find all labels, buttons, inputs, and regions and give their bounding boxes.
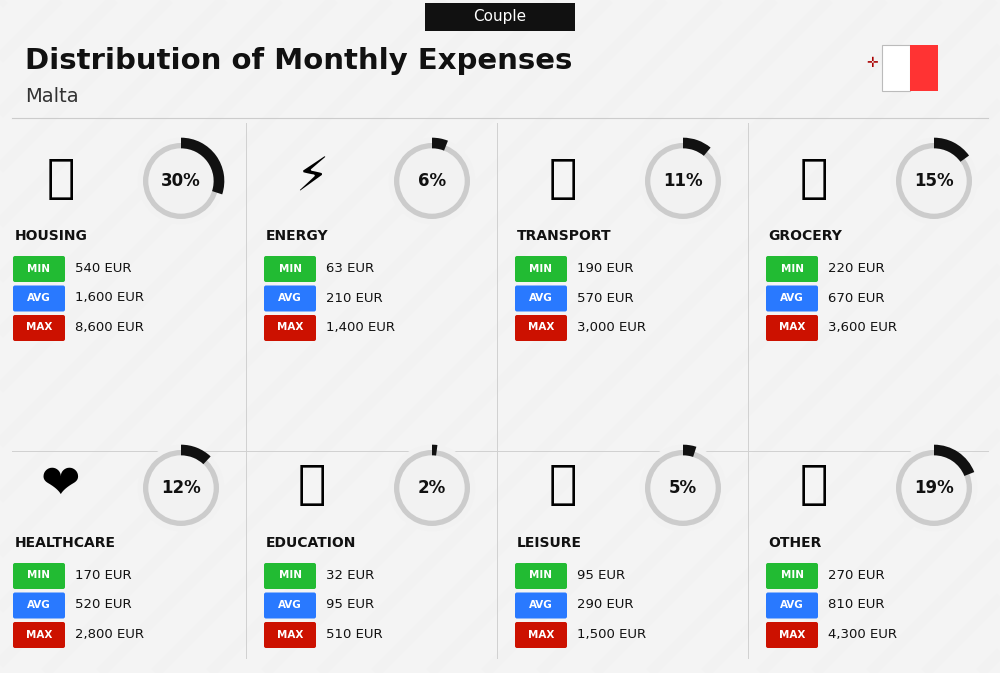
Text: HOUSING: HOUSING [15, 229, 88, 243]
Text: 👜: 👜 [800, 464, 828, 509]
Text: 5%: 5% [669, 479, 697, 497]
FancyBboxPatch shape [515, 315, 567, 341]
Wedge shape [432, 445, 437, 456]
Text: MAX: MAX [528, 629, 554, 639]
Text: GROCERY: GROCERY [768, 229, 842, 243]
FancyBboxPatch shape [264, 315, 316, 341]
Wedge shape [181, 445, 211, 464]
Text: 2%: 2% [418, 479, 446, 497]
Text: MAX: MAX [779, 322, 805, 332]
Text: 🎓: 🎓 [298, 464, 326, 509]
FancyBboxPatch shape [264, 256, 316, 282]
Text: LEISURE: LEISURE [517, 536, 582, 550]
Text: 19%: 19% [914, 479, 954, 497]
Circle shape [138, 138, 224, 224]
FancyBboxPatch shape [264, 622, 316, 648]
Text: 15%: 15% [914, 172, 954, 190]
FancyBboxPatch shape [766, 622, 818, 648]
Text: OTHER: OTHER [768, 536, 821, 550]
Wedge shape [432, 138, 448, 151]
Wedge shape [934, 138, 969, 162]
Text: AVG: AVG [278, 293, 302, 303]
Circle shape [901, 148, 967, 214]
Text: 810 EUR: 810 EUR [828, 598, 884, 612]
Text: 95 EUR: 95 EUR [326, 598, 374, 612]
Wedge shape [683, 138, 711, 156]
Text: 290 EUR: 290 EUR [577, 598, 634, 612]
Text: 190 EUR: 190 EUR [577, 262, 634, 275]
Text: 11%: 11% [663, 172, 703, 190]
Circle shape [640, 445, 726, 531]
Text: 8,600 EUR: 8,600 EUR [75, 321, 144, 334]
Text: AVG: AVG [27, 293, 51, 303]
FancyBboxPatch shape [264, 285, 316, 312]
Text: 63 EUR: 63 EUR [326, 262, 374, 275]
Text: MIN: MIN [279, 571, 302, 581]
Text: HEALTHCARE: HEALTHCARE [15, 536, 116, 550]
Text: 570 EUR: 570 EUR [577, 291, 634, 304]
Text: MIN: MIN [530, 571, 552, 581]
Text: 🚌: 🚌 [549, 157, 577, 201]
Text: 1,500 EUR: 1,500 EUR [577, 628, 646, 641]
Circle shape [901, 456, 967, 521]
Text: 540 EUR: 540 EUR [75, 262, 132, 275]
Text: TRANSPORT: TRANSPORT [517, 229, 612, 243]
Text: 🏗️: 🏗️ [47, 157, 75, 201]
Text: Malta: Malta [25, 87, 79, 106]
FancyBboxPatch shape [13, 285, 65, 312]
Text: MAX: MAX [277, 629, 303, 639]
Circle shape [399, 148, 465, 214]
Text: MAX: MAX [277, 322, 303, 332]
Text: 210 EUR: 210 EUR [326, 291, 383, 304]
FancyBboxPatch shape [13, 622, 65, 648]
Text: 30%: 30% [161, 172, 201, 190]
Text: 32 EUR: 32 EUR [326, 569, 374, 582]
FancyBboxPatch shape [515, 563, 567, 589]
Text: Couple: Couple [473, 9, 527, 24]
Text: 170 EUR: 170 EUR [75, 569, 132, 582]
Text: MIN: MIN [28, 571, 50, 581]
FancyBboxPatch shape [13, 315, 65, 341]
FancyBboxPatch shape [766, 285, 818, 312]
Text: MAX: MAX [528, 322, 554, 332]
Text: 270 EUR: 270 EUR [828, 569, 885, 582]
Text: 6%: 6% [418, 172, 446, 190]
FancyBboxPatch shape [264, 563, 316, 589]
Circle shape [640, 138, 726, 224]
Text: AVG: AVG [780, 600, 804, 610]
FancyBboxPatch shape [515, 622, 567, 648]
Text: ✛: ✛ [866, 56, 878, 70]
Circle shape [891, 445, 977, 531]
Circle shape [148, 456, 214, 521]
FancyBboxPatch shape [766, 592, 818, 618]
Text: ⚡: ⚡ [295, 157, 329, 201]
Text: MIN: MIN [780, 571, 804, 581]
Text: MAX: MAX [779, 629, 805, 639]
FancyBboxPatch shape [264, 592, 316, 618]
Text: MAX: MAX [26, 629, 52, 639]
Text: 95 EUR: 95 EUR [577, 569, 625, 582]
FancyBboxPatch shape [766, 315, 818, 341]
Text: MIN: MIN [780, 264, 804, 273]
Text: AVG: AVG [529, 600, 553, 610]
Circle shape [389, 445, 475, 531]
Text: MAX: MAX [26, 322, 52, 332]
FancyBboxPatch shape [766, 563, 818, 589]
Circle shape [148, 148, 214, 214]
Circle shape [650, 148, 716, 214]
FancyBboxPatch shape [882, 45, 910, 91]
Text: 3,600 EUR: 3,600 EUR [828, 321, 897, 334]
Text: AVG: AVG [780, 293, 804, 303]
FancyBboxPatch shape [515, 256, 567, 282]
FancyBboxPatch shape [425, 3, 575, 31]
FancyBboxPatch shape [13, 256, 65, 282]
Circle shape [138, 445, 224, 531]
Text: 1,600 EUR: 1,600 EUR [75, 291, 144, 304]
Text: MIN: MIN [530, 264, 552, 273]
Text: ENERGY: ENERGY [266, 229, 329, 243]
Text: 520 EUR: 520 EUR [75, 598, 132, 612]
Text: AVG: AVG [529, 293, 553, 303]
Text: 220 EUR: 220 EUR [828, 262, 885, 275]
Text: Distribution of Monthly Expenses: Distribution of Monthly Expenses [25, 47, 572, 75]
